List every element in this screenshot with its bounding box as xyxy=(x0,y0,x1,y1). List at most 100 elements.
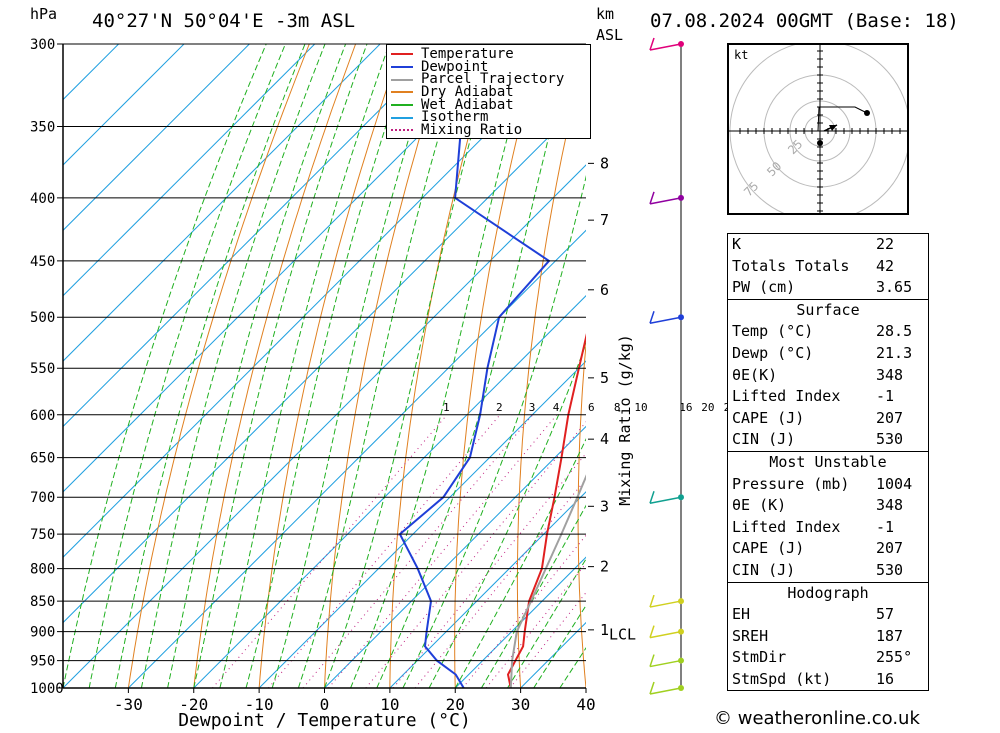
wet-adiabat-line xyxy=(507,558,586,688)
legend-label: Parcel Trajectory xyxy=(421,71,565,88)
mixing-ratio-label: 20 xyxy=(701,401,714,414)
wind-barb-shaft xyxy=(649,197,682,205)
mixing-ratio-axis-title: Mixing Ratio (g/kg) xyxy=(616,334,634,506)
lcl-label: LCL xyxy=(609,626,636,644)
hodo-trace xyxy=(817,106,868,132)
mixing-ratio-line xyxy=(462,534,586,688)
index-label: StmDir xyxy=(732,648,787,667)
wind-barb-flag xyxy=(649,625,655,638)
mixing-ratio-label: 3 xyxy=(529,401,536,414)
wet-adiabat-line xyxy=(402,174,586,688)
km-tick-label: 5 xyxy=(600,369,609,387)
asl-unit-label: ASL xyxy=(596,26,624,44)
x-axis-title: Dewpoint / Temperature (°C) xyxy=(178,710,471,731)
index-label: Totals Totals xyxy=(732,256,850,275)
pressure-tick-label: 400 xyxy=(30,191,55,207)
dry-adiabat-line xyxy=(694,44,726,688)
credit-link[interactable]: © weatheronline.co.uk xyxy=(714,708,920,729)
index-label: θE (K) xyxy=(732,496,787,515)
hodo-ring-label-50: 50 xyxy=(764,159,784,179)
hodo-arrow-head xyxy=(829,125,837,131)
index-value: 42 xyxy=(876,256,895,275)
legend-item: Parcel Trajectory xyxy=(387,73,590,86)
index-row: Temp (°C) 28.5 xyxy=(728,321,928,343)
km-unit-label: km xyxy=(596,5,615,23)
pressure-tick-label: 350 xyxy=(30,119,55,135)
index-row: Lifted Index -1 xyxy=(728,386,928,408)
legend-label: Wet Adiabat xyxy=(421,96,514,113)
km-tick-label: 8 xyxy=(600,154,609,172)
wind-barb-shaft xyxy=(649,600,682,608)
index-row: K 22 xyxy=(728,234,928,256)
wet-adiabat-line xyxy=(193,44,368,688)
chart-legend: Temperature Dewpoint Parcel Trajectory Dry … xyxy=(386,44,591,139)
mixing-ratio-label: 2 xyxy=(496,401,503,414)
index-value: 348 xyxy=(876,496,904,515)
wet-adiabat-line xyxy=(297,44,468,688)
legend-label: Isotherm xyxy=(421,109,489,126)
index-label: PW (cm) xyxy=(732,278,796,297)
x-tick-label: 20 xyxy=(446,695,465,714)
legend-label: Dry Adiabat xyxy=(421,84,514,101)
index-value: 22 xyxy=(876,235,895,253)
wet-adiabat-line xyxy=(88,44,286,688)
index-label: CIN (J) xyxy=(732,430,796,449)
legend-item: Dry Adiabat xyxy=(387,84,590,101)
index-label: θE(K) xyxy=(732,365,778,384)
isotherm-line xyxy=(128,229,586,688)
km-tick-label: 1 xyxy=(600,621,609,639)
isotherm-line xyxy=(63,44,381,362)
legend-swatch xyxy=(391,104,413,107)
km-tick-label: 2 xyxy=(600,558,609,576)
indices-panel: K 22 Totals Totals 42 PW (cm) 3.65 Surface Te… xyxy=(727,233,929,692)
index-row: PW (cm) 3.65 xyxy=(728,277,928,299)
mixing-ratio-label: 8 xyxy=(614,401,621,414)
index-row: CIN (J) 530 xyxy=(728,429,928,451)
hodo-surface-point xyxy=(817,140,823,146)
wind-barb-shaft xyxy=(649,659,682,668)
index-row: EH 57 xyxy=(728,604,928,626)
dry-adiabat-line xyxy=(324,44,449,688)
x-tick-label: 40 xyxy=(576,695,595,714)
hodo-unit: kt xyxy=(734,48,748,62)
pressure-tick-label: 300 xyxy=(30,37,55,53)
index-value: 16 xyxy=(876,669,895,688)
wind-barb-flag xyxy=(649,594,655,608)
wind-barb-flag xyxy=(649,654,655,667)
index-value: 1004 xyxy=(876,474,913,493)
wet-adiabat-line xyxy=(140,44,326,688)
pressure-tick-label: 650 xyxy=(30,451,55,467)
legend-item: Temperature xyxy=(387,47,590,61)
index-label: CIN (J) xyxy=(732,560,796,579)
hodo-ring-label-25: 25 xyxy=(785,137,805,157)
index-value: 255° xyxy=(876,648,913,667)
index-value: 28.5 xyxy=(876,322,913,341)
wind-barb-shaft xyxy=(649,496,682,504)
hodograph-title: Hodograph xyxy=(728,581,928,605)
wind-barb-flag xyxy=(649,681,655,695)
mixing-ratio-label: 16 xyxy=(679,401,692,414)
legend-item: Mixing Ratio xyxy=(387,122,590,139)
pressure-tick-label: 850 xyxy=(30,594,55,610)
hodo-trace-end xyxy=(864,110,870,116)
mixing-ratio-label: 6 xyxy=(588,401,595,414)
isotherm-line xyxy=(258,360,586,688)
mixing-ratio-label: 10 xyxy=(634,401,647,414)
legend-label: Mixing Ratio xyxy=(421,122,523,139)
index-label: CAPE (J) xyxy=(732,539,805,558)
index-label: Lifted Index xyxy=(732,517,841,536)
pressure-tick-label: 1000 xyxy=(30,681,64,697)
wind-barb-flag xyxy=(649,37,655,51)
pressure-tick-label: 550 xyxy=(30,361,55,377)
index-row: CIN (J) 530 xyxy=(728,560,928,582)
index-value: -1 xyxy=(876,517,895,536)
pressure-tick-label: 500 xyxy=(30,310,55,326)
isotherm-line xyxy=(389,491,586,688)
index-row: StmSpd (kt) 16 xyxy=(728,669,928,691)
index-value: 3.65 xyxy=(876,278,913,297)
x-tick-label: 0 xyxy=(320,695,330,714)
km-tick-label: 7 xyxy=(600,211,609,229)
index-value: 187 xyxy=(876,626,904,645)
index-value: 57 xyxy=(876,605,895,624)
